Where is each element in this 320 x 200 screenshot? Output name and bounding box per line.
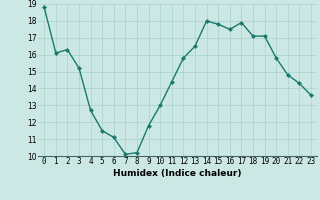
X-axis label: Humidex (Indice chaleur): Humidex (Indice chaleur): [113, 169, 242, 178]
